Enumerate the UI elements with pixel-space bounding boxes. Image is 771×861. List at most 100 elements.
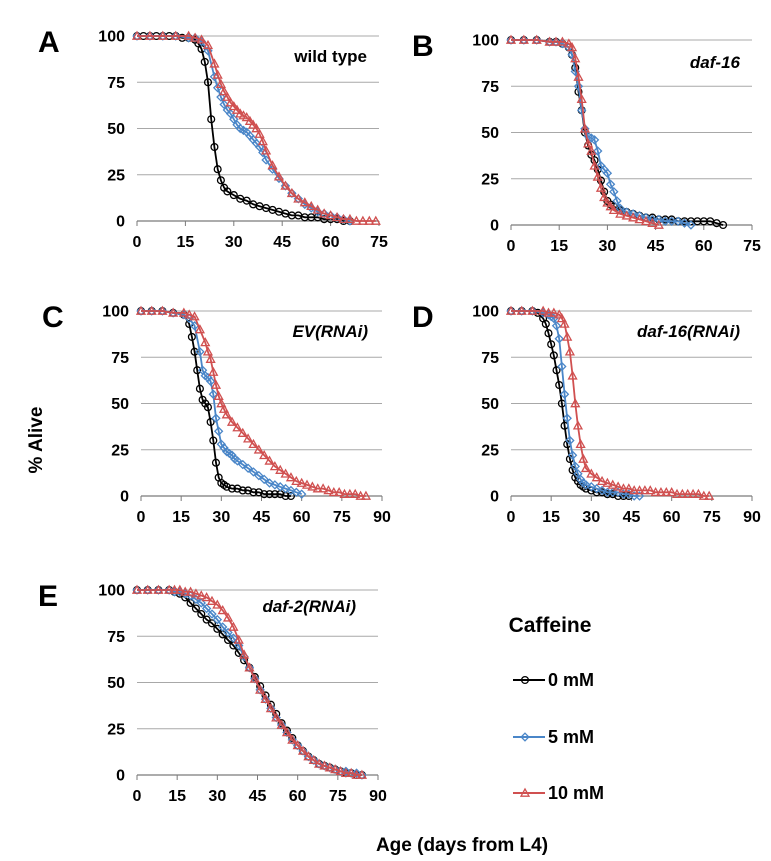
x-tick-label: 90 [373, 509, 391, 526]
data-point [211, 413, 221, 424]
data-point [578, 453, 589, 463]
data-point [157, 30, 168, 40]
data-point [698, 490, 709, 500]
data-point [296, 477, 307, 487]
data-point [201, 603, 212, 614]
data-point [351, 215, 362, 225]
data-point [216, 439, 227, 449]
data-point [634, 214, 645, 224]
data-point [170, 30, 181, 40]
data-point [589, 135, 600, 145]
data-point [618, 483, 629, 493]
data-point [334, 486, 345, 497]
x-tick-label: 45 [253, 509, 271, 526]
data-point [653, 219, 664, 229]
legend-items: 0 mM 5 mM 10 mM [513, 670, 604, 803]
panels: 0 25 50 75 100 0 15 30 45 60 75 A wild type 0 25 50 75 10… [38, 26, 761, 805]
data-point [213, 390, 224, 400]
legend-label: 5 mM [548, 727, 594, 747]
y-tick-label: 0 [116, 768, 125, 785]
data-point [565, 435, 575, 446]
data-point [280, 468, 291, 478]
data-point [360, 490, 372, 500]
data-point [248, 119, 259, 129]
data-point [602, 477, 613, 487]
data-point [543, 307, 554, 317]
panel-label: daf-2(RNAi) [263, 597, 357, 616]
data-point [195, 384, 204, 393]
data-point [640, 215, 652, 226]
data-point [209, 58, 220, 68]
y-tick-label: 50 [481, 125, 499, 142]
data-point [660, 216, 670, 227]
data-point [505, 305, 517, 315]
data-point [330, 764, 341, 774]
data-point [213, 426, 224, 436]
data-point [248, 467, 259, 477]
data-point [655, 486, 667, 497]
x-tick-label: 75 [370, 234, 388, 251]
data-point [564, 346, 576, 356]
data-point [269, 461, 280, 471]
data-point [331, 211, 343, 222]
data-point [259, 449, 270, 460]
legend: Caffeine 0 mM 5 mM 10 mM [509, 614, 604, 803]
data-point [682, 488, 693, 499]
y-tick-label: 50 [107, 675, 125, 692]
data-point [293, 193, 304, 203]
data-point [704, 490, 715, 500]
x-tick-label: 60 [289, 788, 307, 805]
data-point [270, 480, 280, 490]
y-axis-title: % Alive [26, 407, 47, 474]
data-point [554, 334, 564, 344]
data-point [328, 486, 339, 497]
data-point [563, 38, 574, 48]
data-point [203, 78, 213, 87]
panel-label: daf-16 [690, 53, 741, 72]
data-point [187, 332, 196, 341]
data-point [576, 93, 587, 104]
data-point [211, 458, 221, 467]
x-tick-label: 15 [172, 509, 190, 526]
y-tick-label: 25 [481, 171, 499, 188]
data-point [559, 389, 570, 399]
data-point [593, 146, 603, 156]
data-point [207, 115, 216, 124]
panel-letter: B [412, 30, 434, 63]
data-point [597, 485, 607, 496]
data-point [549, 351, 558, 360]
data-point [307, 481, 318, 491]
data-point [265, 490, 274, 499]
panel-label: EV(RNAi) [292, 322, 368, 341]
data-point [573, 71, 584, 81]
x-tick-label: 75 [703, 509, 721, 526]
data-point [260, 490, 269, 499]
data-point [548, 307, 559, 317]
data-point [164, 584, 175, 594]
data-point [249, 673, 260, 683]
data-point [286, 187, 297, 198]
data-point [552, 366, 561, 375]
data-point [693, 488, 704, 499]
data-point [591, 483, 602, 494]
x-tick-label: 0 [133, 234, 142, 251]
data-point [572, 420, 584, 430]
data-point [355, 490, 366, 500]
data-point [191, 604, 200, 613]
data-point [280, 483, 291, 494]
y-tick-label: 75 [107, 75, 125, 92]
data-point [228, 633, 239, 643]
x-tick-label: 60 [663, 509, 681, 526]
data-point [299, 197, 310, 207]
y-tick-label: 25 [107, 167, 125, 184]
data-point [202, 39, 214, 50]
data-point [650, 486, 661, 497]
x-tick-label: 60 [695, 238, 713, 255]
data-point [203, 46, 213, 56]
data-point [260, 145, 272, 155]
data-point [615, 208, 626, 218]
data-point [580, 462, 592, 473]
data-point [206, 417, 215, 427]
data-point [221, 409, 232, 419]
